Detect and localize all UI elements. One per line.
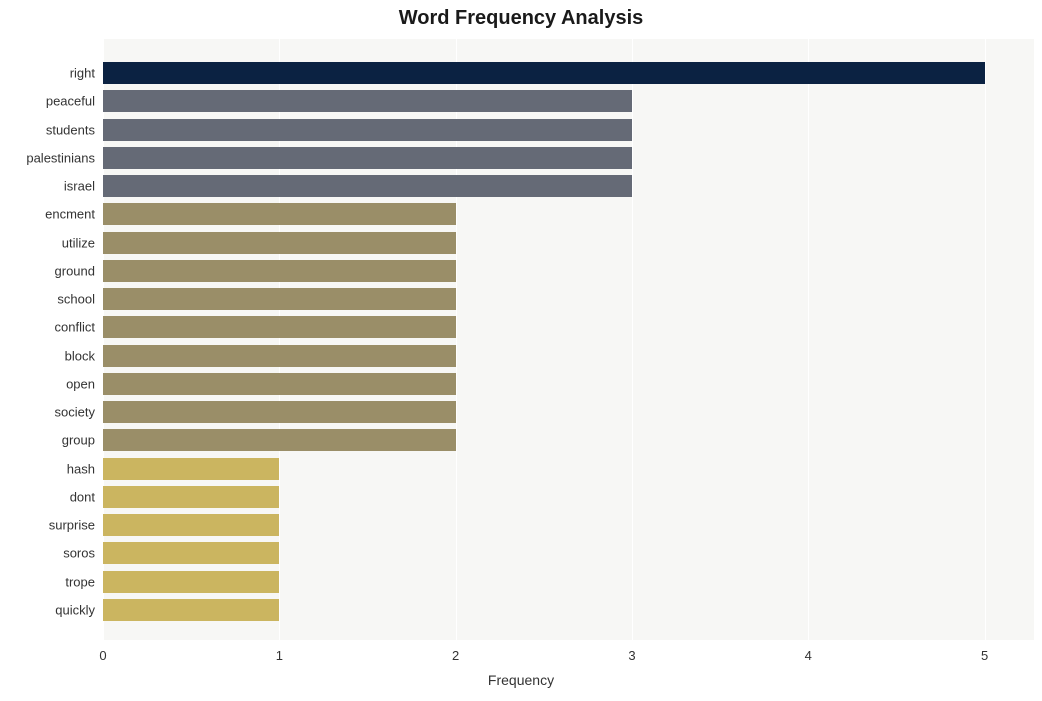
chart-title: Word Frequency Analysis [0, 7, 1042, 30]
bar [103, 316, 456, 338]
bar [103, 429, 456, 451]
bar [103, 571, 279, 593]
bar [103, 599, 279, 621]
y-tick-label: surprise [49, 518, 95, 533]
bar [103, 373, 456, 395]
y-tick-label: quickly [55, 602, 95, 617]
y-tick-label: society [55, 405, 95, 420]
x-axis-label: Frequency [0, 672, 1042, 688]
y-tick-label: hash [67, 461, 95, 476]
y-tick-label: palestinians [26, 150, 95, 165]
x-tick-label: 5 [981, 648, 988, 663]
bar [103, 401, 456, 423]
y-tick-label: trope [65, 574, 95, 589]
bar [103, 147, 632, 169]
plot-area [103, 39, 1034, 640]
gridline [985, 39, 986, 640]
bar [103, 542, 279, 564]
y-tick-label: dont [70, 489, 95, 504]
x-tick-label: 1 [276, 648, 283, 663]
y-tick-label: ground [55, 263, 95, 278]
bar [103, 514, 279, 536]
x-tick-label: 2 [452, 648, 459, 663]
gridline [808, 39, 809, 640]
y-tick-label: utilize [62, 235, 95, 250]
bar [103, 260, 456, 282]
y-tick-label: conflict [55, 320, 95, 335]
y-tick-label: block [65, 348, 95, 363]
bar [103, 288, 456, 310]
bar [103, 119, 632, 141]
bar [103, 486, 279, 508]
bar [103, 345, 456, 367]
y-tick-label: open [66, 376, 95, 391]
y-tick-label: peaceful [46, 94, 95, 109]
y-tick-label: right [70, 66, 95, 81]
x-tick-label: 0 [99, 648, 106, 663]
y-tick-label: soros [63, 546, 95, 561]
y-tick-label: students [46, 122, 95, 137]
x-tick-label: 3 [628, 648, 635, 663]
y-tick-label: school [57, 292, 95, 307]
y-tick-label: group [62, 433, 95, 448]
bar [103, 203, 456, 225]
bar [103, 458, 279, 480]
bar [103, 62, 985, 84]
chart-container: Word Frequency Analysis Frequency 0 1 2 3 4 5… [0, 0, 1042, 701]
x-tick-label: 4 [805, 648, 812, 663]
gridline [632, 39, 633, 640]
bar [103, 175, 632, 197]
bar [103, 90, 632, 112]
y-tick-label: israel [64, 179, 95, 194]
bar [103, 232, 456, 254]
y-tick-label: encment [45, 207, 95, 222]
